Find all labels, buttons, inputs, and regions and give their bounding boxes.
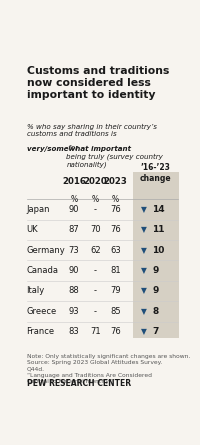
Text: 10: 10: [152, 246, 165, 255]
Text: 73: 73: [68, 246, 79, 255]
Text: ▼: ▼: [141, 307, 147, 316]
Text: %: %: [70, 195, 77, 204]
Text: 93: 93: [69, 307, 79, 316]
Text: Canada: Canada: [27, 266, 59, 275]
Text: for
being truly (survey country
nationality): for being truly (survey country national…: [66, 146, 163, 168]
Text: 76: 76: [110, 225, 121, 234]
Text: 7: 7: [152, 327, 159, 336]
Text: ▼: ▼: [141, 327, 147, 336]
Text: 70: 70: [90, 225, 101, 234]
Text: 85: 85: [110, 307, 121, 316]
Text: 90: 90: [69, 266, 79, 275]
Text: ▼: ▼: [141, 225, 147, 234]
Text: %: %: [112, 195, 119, 204]
Text: 9: 9: [152, 266, 159, 275]
Text: Italy: Italy: [27, 287, 45, 295]
Text: ’16-’23
change: ’16-’23 change: [140, 163, 171, 183]
Text: -: -: [94, 307, 97, 316]
Text: ▼: ▼: [141, 246, 147, 255]
Text: 81: 81: [110, 266, 121, 275]
Text: 83: 83: [68, 327, 79, 336]
Text: 11: 11: [152, 225, 165, 234]
Text: 2023: 2023: [104, 177, 128, 186]
Text: 62: 62: [90, 246, 101, 255]
Text: 90: 90: [69, 205, 79, 214]
Text: 79: 79: [110, 287, 121, 295]
Text: ▼: ▼: [141, 266, 147, 275]
Text: -: -: [94, 205, 97, 214]
Text: 2020: 2020: [84, 177, 107, 186]
Text: UK: UK: [27, 225, 38, 234]
Text: 71: 71: [90, 327, 101, 336]
Text: 8: 8: [152, 307, 159, 316]
Text: 76: 76: [110, 205, 121, 214]
Text: 9: 9: [152, 287, 159, 295]
Text: 63: 63: [110, 246, 121, 255]
Text: ▼: ▼: [141, 205, 147, 214]
Text: PEW RESEARCH CENTER: PEW RESEARCH CENTER: [27, 379, 131, 388]
Bar: [133, 172, 179, 339]
Text: Customs and traditions
now considered less
important to identity: Customs and traditions now considered le…: [27, 66, 169, 101]
Text: 87: 87: [68, 225, 79, 234]
Text: 14: 14: [152, 205, 165, 214]
Text: 88: 88: [68, 287, 79, 295]
Text: Note: Only statistically significant changes are shown.
Source: Spring 2023 Glob: Note: Only statistically significant cha…: [27, 354, 190, 384]
Text: very/somewhat important: very/somewhat important: [27, 146, 131, 152]
Text: % who say sharing in their country’s
customs and traditions is: % who say sharing in their country’s cus…: [27, 123, 157, 137]
Text: Japan: Japan: [27, 205, 50, 214]
Text: France: France: [27, 327, 55, 336]
Text: -: -: [94, 266, 97, 275]
Text: Germany: Germany: [27, 246, 65, 255]
Text: ▼: ▼: [141, 287, 147, 295]
Text: Greece: Greece: [27, 307, 57, 316]
Text: 76: 76: [110, 327, 121, 336]
Text: -: -: [94, 287, 97, 295]
Text: %: %: [92, 195, 99, 204]
Text: 2016: 2016: [62, 177, 86, 186]
